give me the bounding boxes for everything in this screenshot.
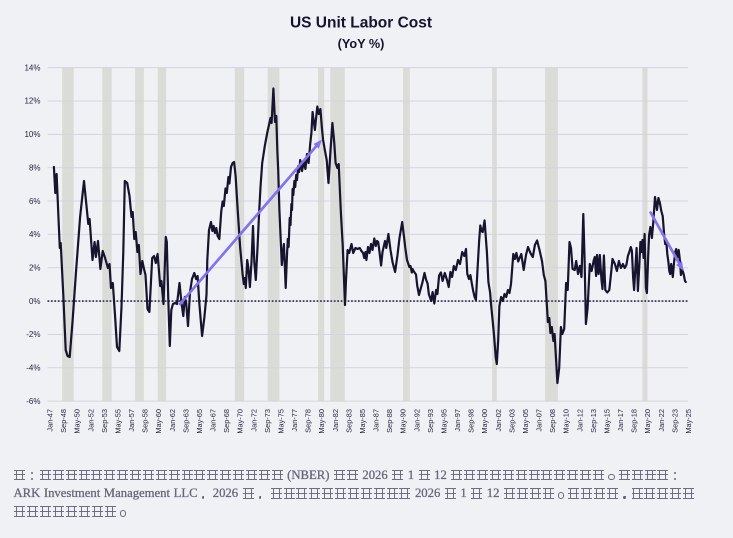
svg-text:Sep-68: Sep-68: [222, 409, 231, 433]
svg-text:Sep-73: Sep-73: [263, 409, 272, 433]
svg-text:-6%: -6%: [26, 397, 40, 406]
svg-text:May-95: May-95: [439, 409, 448, 434]
svg-text:Jan-92: Jan-92: [412, 409, 421, 432]
svg-text:Jan-67: Jan-67: [209, 409, 218, 432]
svg-text:Sep-83: Sep-83: [344, 409, 353, 433]
svg-text:Sep-93: Sep-93: [426, 409, 435, 433]
svg-text:Jan-57: Jan-57: [127, 409, 136, 432]
svg-text:Sep-13: Sep-13: [589, 409, 598, 433]
svg-text:May-10: May-10: [562, 409, 571, 434]
svg-text:Sep-48: Sep-48: [59, 409, 68, 433]
svg-text:May-15: May-15: [602, 409, 611, 434]
svg-text:May-25: May-25: [684, 409, 693, 434]
svg-text:10%: 10%: [24, 130, 40, 139]
svg-text:Jan-62: Jan-62: [168, 409, 177, 432]
svg-text:May-05: May-05: [521, 409, 530, 434]
svg-text:Sep-03: Sep-03: [507, 409, 516, 433]
svg-text:Sep-53: Sep-53: [100, 409, 109, 433]
svg-text:-4%: -4%: [26, 364, 40, 373]
svg-text:6%: 6%: [29, 197, 41, 206]
svg-text:Sep-63: Sep-63: [181, 409, 190, 433]
svg-text:Jan-97: Jan-97: [453, 409, 462, 432]
svg-text:May-20: May-20: [643, 409, 652, 434]
svg-text:May-00: May-00: [480, 409, 489, 434]
svg-text:8%: 8%: [29, 163, 41, 172]
svg-text:May-80: May-80: [317, 409, 326, 434]
svg-text:May-65: May-65: [195, 409, 204, 434]
svg-text:Jan-17: Jan-17: [616, 409, 625, 432]
svg-text:Jan-02: Jan-02: [494, 409, 503, 432]
svg-text:Jan-22: Jan-22: [657, 409, 666, 432]
svg-text:US Unit Labor Cost: US Unit Labor Cost: [290, 15, 432, 32]
svg-text:-2%: -2%: [26, 330, 40, 339]
svg-text:Sep-78: Sep-78: [304, 409, 313, 433]
svg-text:Jan-47: Jan-47: [46, 409, 55, 432]
svg-text:Jan-07: Jan-07: [535, 409, 544, 432]
svg-text:May-90: May-90: [399, 409, 408, 434]
svg-text:0%: 0%: [29, 297, 41, 306]
svg-text:May-75: May-75: [276, 409, 285, 434]
svg-text:Sep-58: Sep-58: [141, 409, 150, 433]
svg-text:May-70: May-70: [236, 409, 245, 434]
svg-text:Sep-98: Sep-98: [467, 409, 476, 433]
svg-text:Jan-12: Jan-12: [575, 409, 584, 432]
svg-text:2%: 2%: [29, 263, 41, 272]
svg-text:14%: 14%: [24, 63, 40, 72]
svg-text:May-60: May-60: [154, 409, 163, 434]
svg-text:(YoY %): (YoY %): [338, 37, 385, 51]
svg-text:Sep-18: Sep-18: [630, 409, 639, 433]
svg-text:Sep-23: Sep-23: [670, 409, 679, 433]
svg-text:Jan-87: Jan-87: [372, 409, 381, 432]
svg-text:May-55: May-55: [113, 409, 122, 434]
svg-text:Sep-08: Sep-08: [548, 409, 557, 433]
svg-text:4%: 4%: [29, 230, 41, 239]
svg-text:12%: 12%: [24, 97, 40, 106]
svg-text:Jan-82: Jan-82: [331, 409, 340, 432]
svg-text:May-50: May-50: [73, 409, 82, 434]
svg-text:Jan-72: Jan-72: [249, 409, 258, 432]
svg-text:May-85: May-85: [358, 409, 367, 434]
svg-text:Sep-88: Sep-88: [385, 409, 394, 433]
svg-text:Jan-77: Jan-77: [290, 409, 299, 432]
svg-text:Jan-52: Jan-52: [86, 409, 95, 432]
